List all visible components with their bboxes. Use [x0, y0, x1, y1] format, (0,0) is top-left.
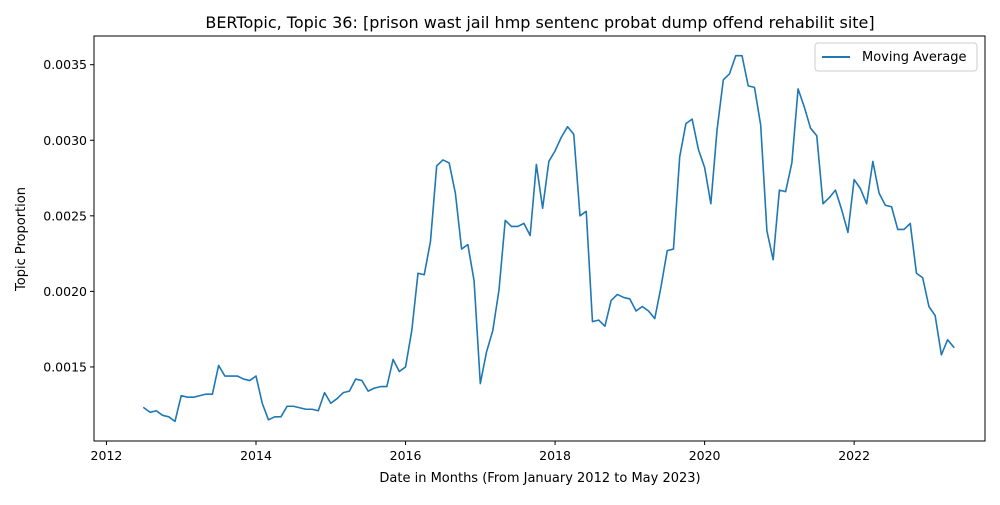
y-tick-label-0: 0.0015 — [43, 359, 87, 374]
x-axis-ticks: 2012 2014 2016 2018 2020 2022 — [91, 441, 870, 463]
series-layer — [143, 54, 955, 423]
series-line-0 — [143, 54, 955, 423]
x-tick-label-2: 2016 — [390, 448, 422, 463]
x-axis-label: Date in Months (From January 2012 to May… — [379, 471, 700, 486]
x-tick-label-1: 2014 — [240, 448, 272, 463]
y-tick-label-3: 0.0030 — [43, 133, 87, 148]
y-tick-label-1: 0.0020 — [43, 284, 87, 299]
x-tick-label-3: 2018 — [539, 448, 571, 463]
y-tick-label-4: 0.0035 — [43, 57, 87, 72]
legend-label-moving-average: Moving Average — [862, 50, 966, 65]
y-axis-label: Topic Proportion — [14, 187, 29, 292]
chart-title: BERTopic, Topic 36: [prison wast jail hm… — [205, 13, 874, 32]
legend-box — [814, 42, 978, 72]
x-tick-label-4: 2020 — [689, 448, 721, 463]
plot-area-frame — [93, 35, 986, 442]
y-axis-ticks: 0.0015 0.0020 0.0025 0.0030 0.0035 — [43, 57, 94, 374]
legend: Moving Average — [814, 42, 978, 72]
x-tick-label-5: 2022 — [838, 448, 870, 463]
y-tick-label-2: 0.0025 — [43, 208, 87, 223]
x-tick-label-0: 2012 — [91, 448, 123, 463]
